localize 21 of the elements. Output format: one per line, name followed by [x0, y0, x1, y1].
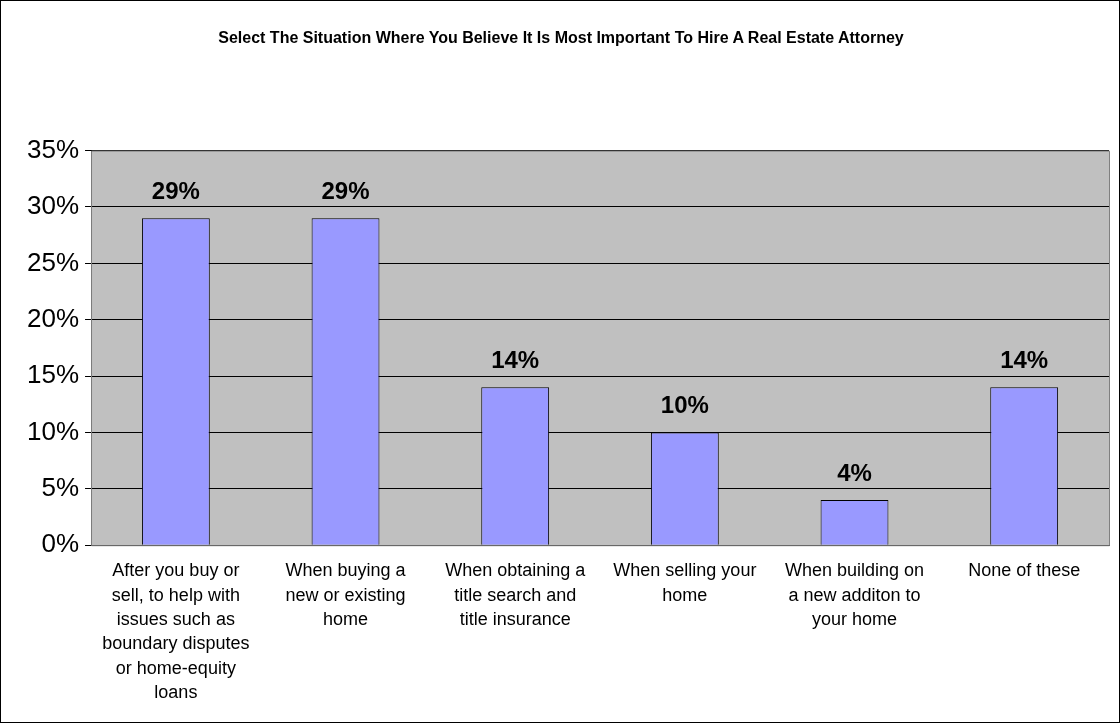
- chart-title: Select The Situation Where You Believe It Is Most Important To Hire A Real Estate Attorney: [217, 28, 905, 48]
- data-label: 10%: [660, 391, 709, 419]
- data-label: 29%: [321, 176, 370, 204]
- data-label: 4%: [837, 458, 872, 486]
- y-tick-label: 35%: [26, 133, 80, 164]
- x-tick-label: When building on a new additon to your home: [784, 560, 925, 629]
- y-tick-label: 25%: [26, 246, 80, 277]
- y-tick-label: 15%: [26, 359, 80, 390]
- data-label: 14%: [491, 345, 540, 373]
- x-tick-label: After you buy or sell, to help with issues such as boundary disputes or home-equity loans: [102, 560, 250, 702]
- y-tick-label: 30%: [26, 190, 80, 221]
- x-tick-label: When selling your home: [613, 560, 757, 605]
- y-tick-label: 10%: [26, 415, 80, 446]
- y-tick-label: 0%: [41, 528, 80, 559]
- x-tick-label: When buying a new or existing home: [285, 560, 407, 629]
- y-tick-label: 20%: [26, 302, 80, 333]
- data-label: 14%: [1000, 345, 1049, 373]
- data-label: 29%: [151, 176, 200, 204]
- y-tick-label: 5%: [41, 472, 80, 502]
- x-tick-label: When obtaining a title search and title insurance: [445, 560, 587, 629]
- x-tick-label: None of these: [968, 560, 1081, 581]
